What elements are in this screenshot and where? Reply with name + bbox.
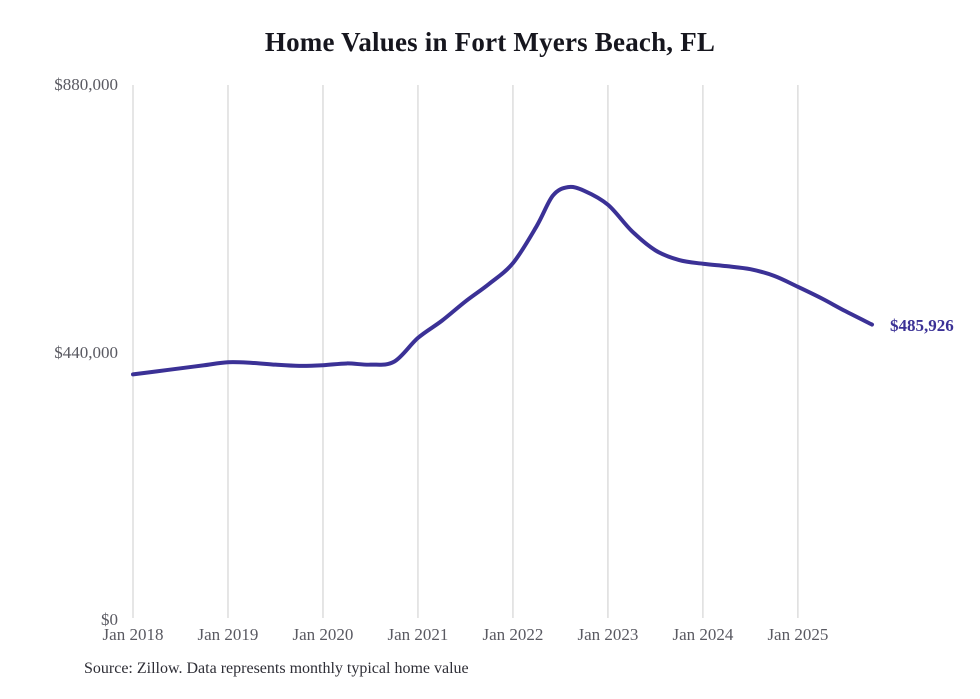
- x-axis-tick-label: Jan 2023: [577, 625, 639, 644]
- end-value-annotation: $485,926: [890, 315, 954, 335]
- x-axis-tick-label: Jan 2018: [102, 625, 164, 644]
- x-axis-tick-label: Jan 2025: [767, 625, 829, 644]
- y-axis-tick-label: $440,000: [54, 342, 118, 362]
- x-axis-tick-label: Jan 2021: [387, 625, 449, 644]
- y-axis-tick-label: $880,000: [54, 75, 118, 94]
- x-axis-tick-label: Jan 2022: [482, 625, 544, 644]
- source-note: Source: Zillow. Data represents monthly …: [84, 660, 469, 677]
- x-axis-tick-label: Jan 2019: [197, 625, 259, 644]
- x-axis-tick-label: Jan 2024: [672, 625, 734, 644]
- data-line-series-0: [131, 184, 874, 377]
- y-axis-tick-label: $0: [101, 610, 118, 629]
- chart-title: Home Values in Fort Myers Beach, FL: [264, 27, 716, 57]
- gridlines: [132, 85, 799, 618]
- x-axis-tick-label: Jan 2020: [292, 625, 354, 644]
